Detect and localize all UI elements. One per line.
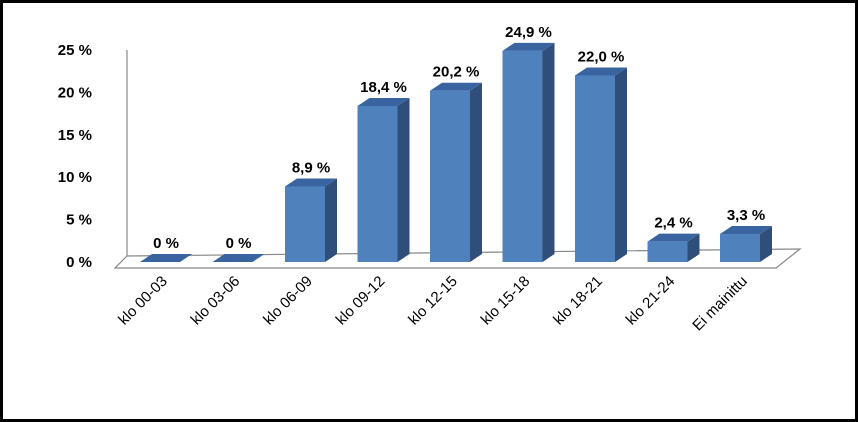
y-tick-label: 20 %: [58, 84, 92, 101]
x-tick-label: klo 18-21: [550, 273, 606, 329]
bar: [140, 254, 192, 262]
bar-side: [397, 97, 410, 262]
bar-top: [357, 97, 410, 106]
bar-side: [687, 233, 700, 262]
y-tick-label: 15 %: [58, 127, 92, 144]
bar-side: [615, 67, 627, 262]
data-label: 20,2 %: [433, 64, 480, 81]
bar: [430, 82, 482, 262]
bar: [502, 42, 555, 263]
data-label: 3,3 %: [727, 207, 765, 224]
x-tick-label: klo 21-24: [623, 273, 679, 329]
bar-front: [647, 241, 688, 262]
bar-top: [430, 82, 482, 91]
y-tick-label: 10 %: [58, 169, 92, 186]
x-tick-label: klo 00-03: [115, 273, 171, 329]
chart-bars: [140, 42, 772, 263]
x-tick-label: klo 09-12: [333, 273, 389, 329]
bar-top: [502, 42, 555, 51]
data-label: 8,9 %: [292, 160, 330, 177]
bar-top: [720, 226, 772, 235]
bar: [357, 97, 410, 262]
x-tick-label: Ei mainittu: [689, 273, 751, 335]
bar-side: [325, 178, 337, 262]
data-label: 2,4 %: [654, 215, 692, 232]
bar-top: [285, 178, 337, 187]
bar-side: [542, 42, 555, 263]
bar: [212, 254, 265, 262]
data-label: 18,4 %: [360, 79, 407, 96]
bar-side: [470, 82, 482, 262]
x-tick-label: klo 03-06: [188, 273, 244, 329]
bar-side: [760, 226, 772, 262]
bar-front: [285, 186, 325, 262]
bar-front: [720, 234, 760, 262]
data-label: 24,9 %: [505, 24, 552, 41]
x-tick-label: klo 15-18: [478, 273, 534, 329]
bar-top: [212, 254, 265, 262]
data-label: 0 %: [226, 235, 252, 252]
bar-front: [430, 90, 470, 262]
y-axis-ticks: 0 % 5 % 10 % 15 % 20 % 25 %: [58, 42, 92, 271]
y-tick-label: 5 %: [66, 212, 92, 229]
bar-top: [647, 233, 700, 242]
bar: [575, 67, 627, 262]
bar-top: [575, 67, 627, 76]
x-tick-label: klo 12-15: [405, 273, 461, 329]
bar-front: [357, 105, 398, 262]
y-tick-label: 25 %: [58, 42, 92, 59]
bar-front: [575, 75, 615, 262]
bar-top: [140, 254, 192, 262]
data-label: 0 %: [153, 235, 179, 252]
data-labels: 0 % 0 % 8,9 % 18,4 % 20,2 % 24,9 % 22,0 % 2,4 %…: [153, 24, 765, 252]
x-axis-ticks: klo 00-03 klo 03-06 klo 06-09 klo 09-12 klo …: [115, 273, 751, 335]
bar: [285, 178, 337, 262]
x-tick-label: klo 06-09: [260, 273, 316, 329]
y-tick-label: 0 %: [66, 254, 92, 271]
bar-front: [502, 50, 543, 263]
data-label: 22,0 %: [578, 48, 625, 65]
bar: [720, 226, 772, 262]
bar: [647, 233, 700, 262]
